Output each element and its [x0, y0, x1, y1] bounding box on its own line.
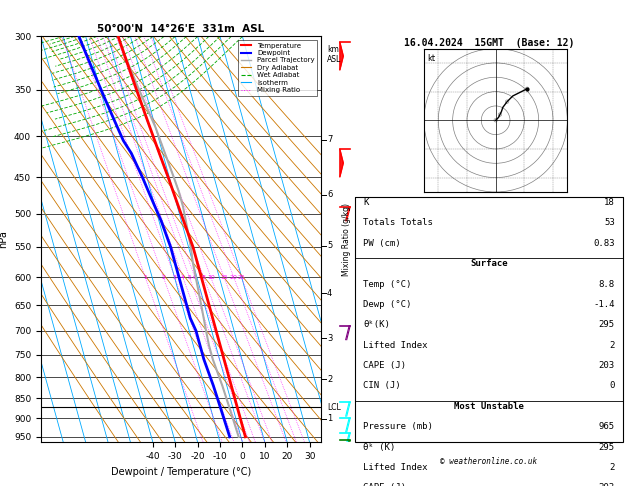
Text: 1: 1 — [143, 275, 147, 280]
Text: © weatheronline.co.uk: © weatheronline.co.uk — [440, 457, 538, 466]
Text: Surface: Surface — [470, 259, 508, 268]
Text: 5: 5 — [327, 241, 332, 250]
Text: 1: 1 — [327, 414, 332, 423]
Text: Mixing Ratio (g/kg): Mixing Ratio (g/kg) — [342, 203, 351, 276]
Text: Lifted Index: Lifted Index — [364, 463, 428, 472]
Text: 15: 15 — [220, 275, 228, 280]
Text: 10: 10 — [207, 275, 214, 280]
Text: km
ASL: km ASL — [327, 45, 342, 64]
Text: 2: 2 — [610, 341, 615, 349]
Text: 2: 2 — [327, 375, 332, 384]
Text: -1.4: -1.4 — [593, 300, 615, 309]
Text: Most Unstable: Most Unstable — [454, 402, 524, 411]
Text: 2: 2 — [610, 463, 615, 472]
Text: Dewp (°C): Dewp (°C) — [364, 300, 412, 309]
Text: 203: 203 — [599, 361, 615, 370]
Text: 295: 295 — [599, 320, 615, 330]
Text: Lifted Index: Lifted Index — [364, 341, 428, 349]
Text: K: K — [364, 198, 369, 207]
Text: CAPE (J): CAPE (J) — [364, 361, 406, 370]
Text: 4: 4 — [327, 289, 332, 297]
Text: LCL: LCL — [327, 402, 341, 412]
Text: 20: 20 — [230, 275, 238, 280]
Text: 53: 53 — [604, 218, 615, 227]
Text: kt: kt — [427, 54, 435, 63]
Text: CAPE (J): CAPE (J) — [364, 483, 406, 486]
Text: 6: 6 — [193, 275, 197, 280]
Text: 965: 965 — [599, 422, 615, 431]
Text: 2: 2 — [162, 275, 165, 280]
Text: 6: 6 — [327, 190, 332, 199]
Text: 8.8: 8.8 — [599, 279, 615, 289]
Text: 295: 295 — [599, 443, 615, 451]
Text: 18: 18 — [604, 198, 615, 207]
Text: CIN (J): CIN (J) — [364, 382, 401, 390]
Text: θᵏ (K): θᵏ (K) — [364, 443, 396, 451]
Polygon shape — [340, 149, 343, 177]
Text: 0: 0 — [610, 382, 615, 390]
Legend: Temperature, Dewpoint, Parcel Trajectory, Dry Adiabat, Wet Adiabat, Isotherm, Mi: Temperature, Dewpoint, Parcel Trajectory… — [238, 40, 317, 96]
X-axis label: Dewpoint / Temperature (°C): Dewpoint / Temperature (°C) — [111, 467, 251, 477]
Polygon shape — [340, 42, 343, 70]
Title: 50°00'N  14°26'E  331m  ASL: 50°00'N 14°26'E 331m ASL — [97, 24, 264, 35]
Text: 8: 8 — [202, 275, 206, 280]
Text: Pressure (mb): Pressure (mb) — [364, 422, 433, 431]
Text: 5: 5 — [187, 275, 191, 280]
Text: θᵏ(K): θᵏ(K) — [364, 320, 390, 330]
Y-axis label: hPa: hPa — [0, 230, 8, 248]
Text: Temp (°C): Temp (°C) — [364, 279, 412, 289]
Text: Totals Totals: Totals Totals — [364, 218, 433, 227]
Text: 16.04.2024  15GMT  (Base: 12): 16.04.2024 15GMT (Base: 12) — [404, 38, 574, 49]
Text: 0.83: 0.83 — [593, 239, 615, 248]
Text: 7: 7 — [327, 135, 332, 144]
Text: 4: 4 — [181, 275, 185, 280]
Text: 203: 203 — [599, 483, 615, 486]
Text: 3: 3 — [327, 333, 332, 343]
Text: 3: 3 — [172, 275, 177, 280]
Text: 25: 25 — [237, 275, 245, 280]
Text: PW (cm): PW (cm) — [364, 239, 401, 248]
